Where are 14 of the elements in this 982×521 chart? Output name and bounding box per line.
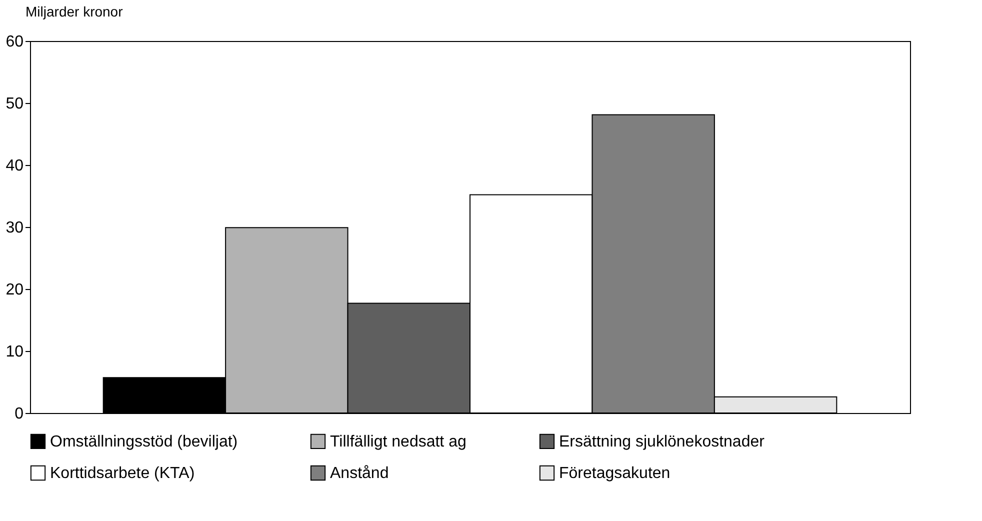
y-tick-label: 0 <box>14 406 24 422</box>
legend-label: Ersättning sjuklönekostnader <box>559 433 766 450</box>
y-tick-label: 60 <box>6 34 24 50</box>
legend-label: Tillfälligt nedsatt ag <box>330 433 466 450</box>
legend-label: Omställningsstöd (beviljat) <box>50 433 238 450</box>
legend-label: Företagsakuten <box>559 465 670 482</box>
y-tick-label: 30 <box>6 220 24 236</box>
y-tick-label: 20 <box>6 282 24 298</box>
legend-label: Korttidsarbete (KTA) <box>50 465 195 482</box>
y-tick-label: 50 <box>6 96 24 112</box>
y-tick-label: 40 <box>6 158 24 174</box>
y-axis-title: Miljarder kronor <box>26 4 124 20</box>
legend-label: Anstånd <box>330 465 389 482</box>
y-tick-label: 10 <box>6 344 24 360</box>
